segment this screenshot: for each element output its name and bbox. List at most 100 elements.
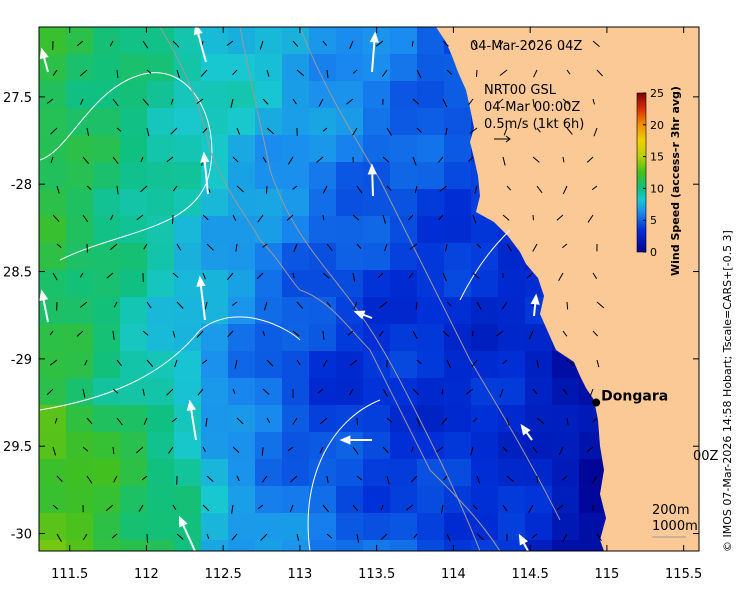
current-arrow [442, 272, 447, 282]
current-arrow [382, 156, 390, 163]
wind-cell [444, 216, 472, 244]
current-arrow [474, 185, 478, 194]
current-arrow [532, 446, 538, 454]
wind-cell [93, 135, 121, 163]
x-tick-label: 111.5 [51, 567, 88, 582]
wind-cell [255, 108, 283, 136]
wind-cell [201, 459, 229, 487]
current-arrow [202, 272, 206, 280]
wind-cell [66, 81, 94, 109]
wind-cell [363, 189, 391, 217]
wind-cell [417, 324, 445, 352]
wind-cell [255, 459, 283, 487]
wind-cell [498, 486, 526, 514]
wind-cell [66, 108, 94, 136]
current-arrow [176, 301, 184, 309]
current-arrow [556, 504, 564, 511]
current-arrow [562, 156, 565, 163]
current-arrow [142, 40, 149, 49]
wind-cell [282, 540, 310, 551]
wind-cell [417, 297, 445, 325]
wind-cell [147, 324, 175, 352]
current-arrow [236, 185, 244, 193]
wind-cell [120, 459, 148, 487]
wind-cell [174, 162, 202, 190]
current-arrow [146, 69, 152, 74]
current-arrow [232, 156, 239, 163]
wind-cell [390, 81, 418, 109]
current-arrow [200, 69, 208, 77]
wind-cell [66, 513, 94, 541]
current-arrow [172, 504, 177, 511]
wind-cell [93, 270, 121, 298]
current-arrow [380, 504, 384, 511]
wind-cell [390, 459, 418, 487]
wind-cell [66, 162, 94, 190]
current-arrow [262, 156, 267, 163]
wind-cell [363, 297, 391, 325]
wind-cell [39, 27, 67, 55]
current-arrow [439, 185, 448, 192]
current-arrow [236, 417, 244, 425]
wind-cell [282, 270, 310, 298]
wind-cell [174, 189, 202, 217]
wind-cell [120, 513, 148, 541]
wind-cell [444, 486, 472, 514]
plot-area [39, 27, 699, 551]
wind-cell [93, 486, 121, 514]
current-arrow [531, 533, 538, 539]
wind-cell [147, 459, 175, 487]
current-arrow [112, 388, 119, 394]
wind-cell [174, 324, 202, 352]
current-arrow [196, 330, 204, 338]
current-arrow [592, 417, 598, 423]
wind-cell [363, 405, 391, 433]
current-arrow [111, 533, 118, 539]
wind-cell [282, 189, 310, 217]
wind-cell [66, 540, 94, 551]
current-arrow [289, 504, 294, 512]
current-arrow [566, 359, 575, 367]
current-arrow [532, 156, 540, 163]
current-arrow [536, 417, 545, 425]
wind-cell [309, 27, 337, 55]
wind-cell [147, 405, 175, 433]
wind-cell [147, 513, 175, 541]
current-arrow [171, 417, 178, 423]
current-arrow [80, 98, 84, 105]
wind-cell [66, 243, 94, 271]
current-arrow [292, 417, 298, 425]
current-arrow [592, 40, 600, 47]
colorbar-ramp [636, 92, 647, 253]
current-arrow [166, 156, 174, 163]
wind-arrow-head [186, 399, 196, 411]
wind-cell [444, 513, 472, 541]
wind-cell [282, 324, 310, 352]
wind-cell [336, 378, 364, 406]
current-arrow [140, 185, 148, 193]
current-arrow [146, 127, 150, 137]
wind-cell [93, 513, 121, 541]
wind-cell [417, 432, 445, 460]
current-arrow [326, 475, 329, 484]
wind-cell [282, 459, 310, 487]
current-arrow [112, 330, 115, 340]
wind-cell [444, 297, 472, 325]
land-mass [436, 27, 699, 551]
wind-cell [147, 108, 175, 136]
wind-cell [417, 189, 445, 217]
current-arrow [292, 330, 300, 337]
wind-arrow-head [178, 515, 188, 528]
current-arrow [379, 301, 388, 308]
wind-cell [552, 486, 580, 514]
wind-cell [147, 189, 175, 217]
current-arrow [266, 127, 275, 135]
wind-cell [66, 54, 94, 82]
current-arrow [446, 301, 452, 307]
wind-cell [309, 270, 337, 298]
current-arrow [322, 272, 330, 279]
x-tick-label: 115 [594, 567, 619, 582]
current-arrow [562, 330, 568, 337]
current-arrow [262, 388, 270, 395]
current-arrow [466, 388, 474, 395]
